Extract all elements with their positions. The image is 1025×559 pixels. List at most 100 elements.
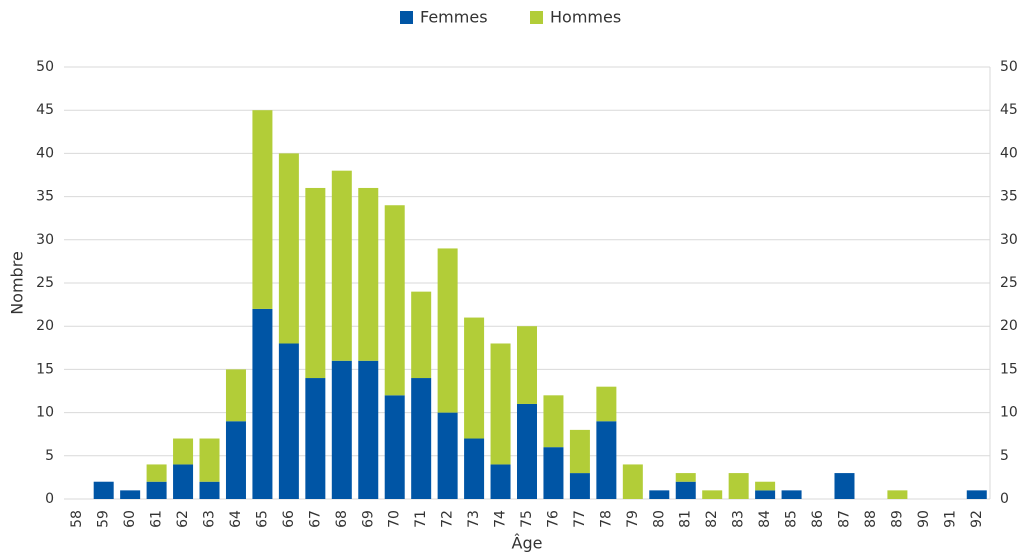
- x-tick-label: 76: [545, 510, 561, 528]
- bar-segment: [490, 343, 511, 465]
- legend-label: Hommes: [550, 8, 621, 27]
- y-tick-label: 25: [36, 275, 54, 291]
- bar-segment: [887, 490, 908, 499]
- x-tick-label: 73: [466, 510, 482, 528]
- bar-segment: [675, 481, 696, 499]
- x-tick-label: 64: [228, 510, 244, 528]
- bar-segment: [675, 473, 696, 482]
- x-tick-label: 78: [598, 510, 614, 528]
- y-tick-label: 5: [45, 448, 54, 464]
- y-axis-title: Nombre: [8, 251, 27, 315]
- x-tick-label: 67: [307, 510, 323, 528]
- x-axis-title: Âge: [512, 534, 543, 553]
- bar-segment: [331, 360, 352, 499]
- y-tick-label: 20: [36, 318, 54, 334]
- x-tick-label: 80: [651, 510, 667, 528]
- bar-segment: [278, 153, 299, 344]
- y2-tick-label: 10: [1000, 405, 1018, 421]
- y2-tick-label: 45: [1000, 102, 1018, 118]
- y-tick-label: 15: [36, 361, 54, 377]
- x-tick-label: 65: [254, 510, 270, 528]
- x-tick-label: 58: [69, 510, 85, 528]
- y-tick-label: 45: [36, 102, 54, 118]
- bar-segment: [173, 464, 194, 499]
- legend: Femmes Hommes: [400, 8, 621, 27]
- bar-segment: [358, 360, 379, 499]
- legend-label: Femmes: [420, 8, 488, 27]
- x-tick-label: 61: [149, 510, 165, 528]
- y2-tick-label: 0: [1000, 491, 1009, 507]
- bar-segment: [278, 343, 299, 499]
- bar-segment: [543, 447, 564, 499]
- y2-tick-label: 50: [1000, 59, 1018, 75]
- y-tick-label: 50: [36, 59, 54, 75]
- bar-segment: [517, 403, 537, 499]
- x-tick-label: 85: [784, 510, 800, 528]
- bar-segment: [596, 386, 617, 422]
- y2-tick-label: 40: [1000, 145, 1018, 161]
- x-tick-label: 88: [863, 510, 879, 528]
- bar-segment: [199, 438, 220, 482]
- bar-segment: [464, 438, 485, 499]
- x-tick-label: 63: [202, 510, 218, 528]
- x-tick-label: 72: [440, 510, 456, 528]
- y-tick-label: 10: [36, 405, 54, 421]
- x-tick-label: 81: [678, 510, 694, 528]
- bar-segment: [411, 378, 432, 499]
- bar-segment: [252, 308, 273, 499]
- bar-segment: [252, 110, 273, 309]
- y2-tick-label: 35: [1000, 189, 1018, 205]
- x-tick-label: 79: [625, 510, 641, 528]
- x-tick-label: 83: [731, 510, 747, 528]
- bar-segment: [199, 481, 220, 499]
- y2-tick-label: 25: [1000, 275, 1018, 291]
- bar-segment: [569, 429, 590, 474]
- y-tick-label: 35: [36, 189, 54, 205]
- bar-segment: [490, 464, 511, 499]
- bar-segment: [517, 326, 537, 404]
- legend-swatch: [530, 11, 543, 24]
- bar-segment: [305, 378, 326, 499]
- x-tick-label: 87: [836, 510, 852, 528]
- bar-segment: [781, 490, 802, 499]
- x-tick-label: 75: [519, 510, 535, 528]
- bar-segment: [437, 412, 458, 499]
- x-tick-label: 62: [175, 510, 191, 528]
- y2-tick-label: 30: [1000, 232, 1018, 248]
- y-tick-label: 0: [45, 491, 54, 507]
- bar-segment: [966, 490, 987, 499]
- x-tick-label: 77: [572, 510, 588, 528]
- y-tick-label: 40: [36, 145, 54, 161]
- bar-segment: [146, 481, 167, 499]
- bar-segment: [120, 490, 141, 499]
- x-tick-label: 86: [810, 510, 826, 528]
- x-tick-label: 90: [916, 510, 932, 528]
- bar-segment: [834, 473, 855, 499]
- bar-segment: [358, 187, 379, 361]
- bar-segment: [755, 490, 776, 499]
- x-tick-label: 69: [360, 510, 376, 528]
- bar-segment: [173, 438, 194, 465]
- x-tick-label: 68: [334, 510, 350, 528]
- x-tick-label: 70: [387, 510, 403, 528]
- y2-tick-label: 20: [1000, 318, 1018, 334]
- x-tick-label: 59: [96, 510, 112, 528]
- x-tick-label: 82: [704, 510, 720, 528]
- bar-segment: [225, 421, 246, 499]
- bar-segment: [569, 473, 590, 499]
- bar-segment: [93, 481, 114, 499]
- y2-tick-label: 5: [1000, 448, 1009, 464]
- bar-segment: [146, 464, 167, 482]
- x-tick-label: 92: [969, 510, 985, 528]
- bar-segment: [755, 481, 776, 491]
- x-tick-label: 89: [889, 510, 905, 528]
- bar-segment: [543, 395, 564, 448]
- y2-tick-label: 15: [1000, 361, 1018, 377]
- x-tick-label: 91: [942, 510, 958, 528]
- bar-segment: [622, 464, 643, 499]
- bar-segment: [649, 490, 670, 499]
- bar-segment: [702, 490, 723, 499]
- x-tick-label: 66: [281, 510, 297, 528]
- bar-segment: [225, 369, 246, 422]
